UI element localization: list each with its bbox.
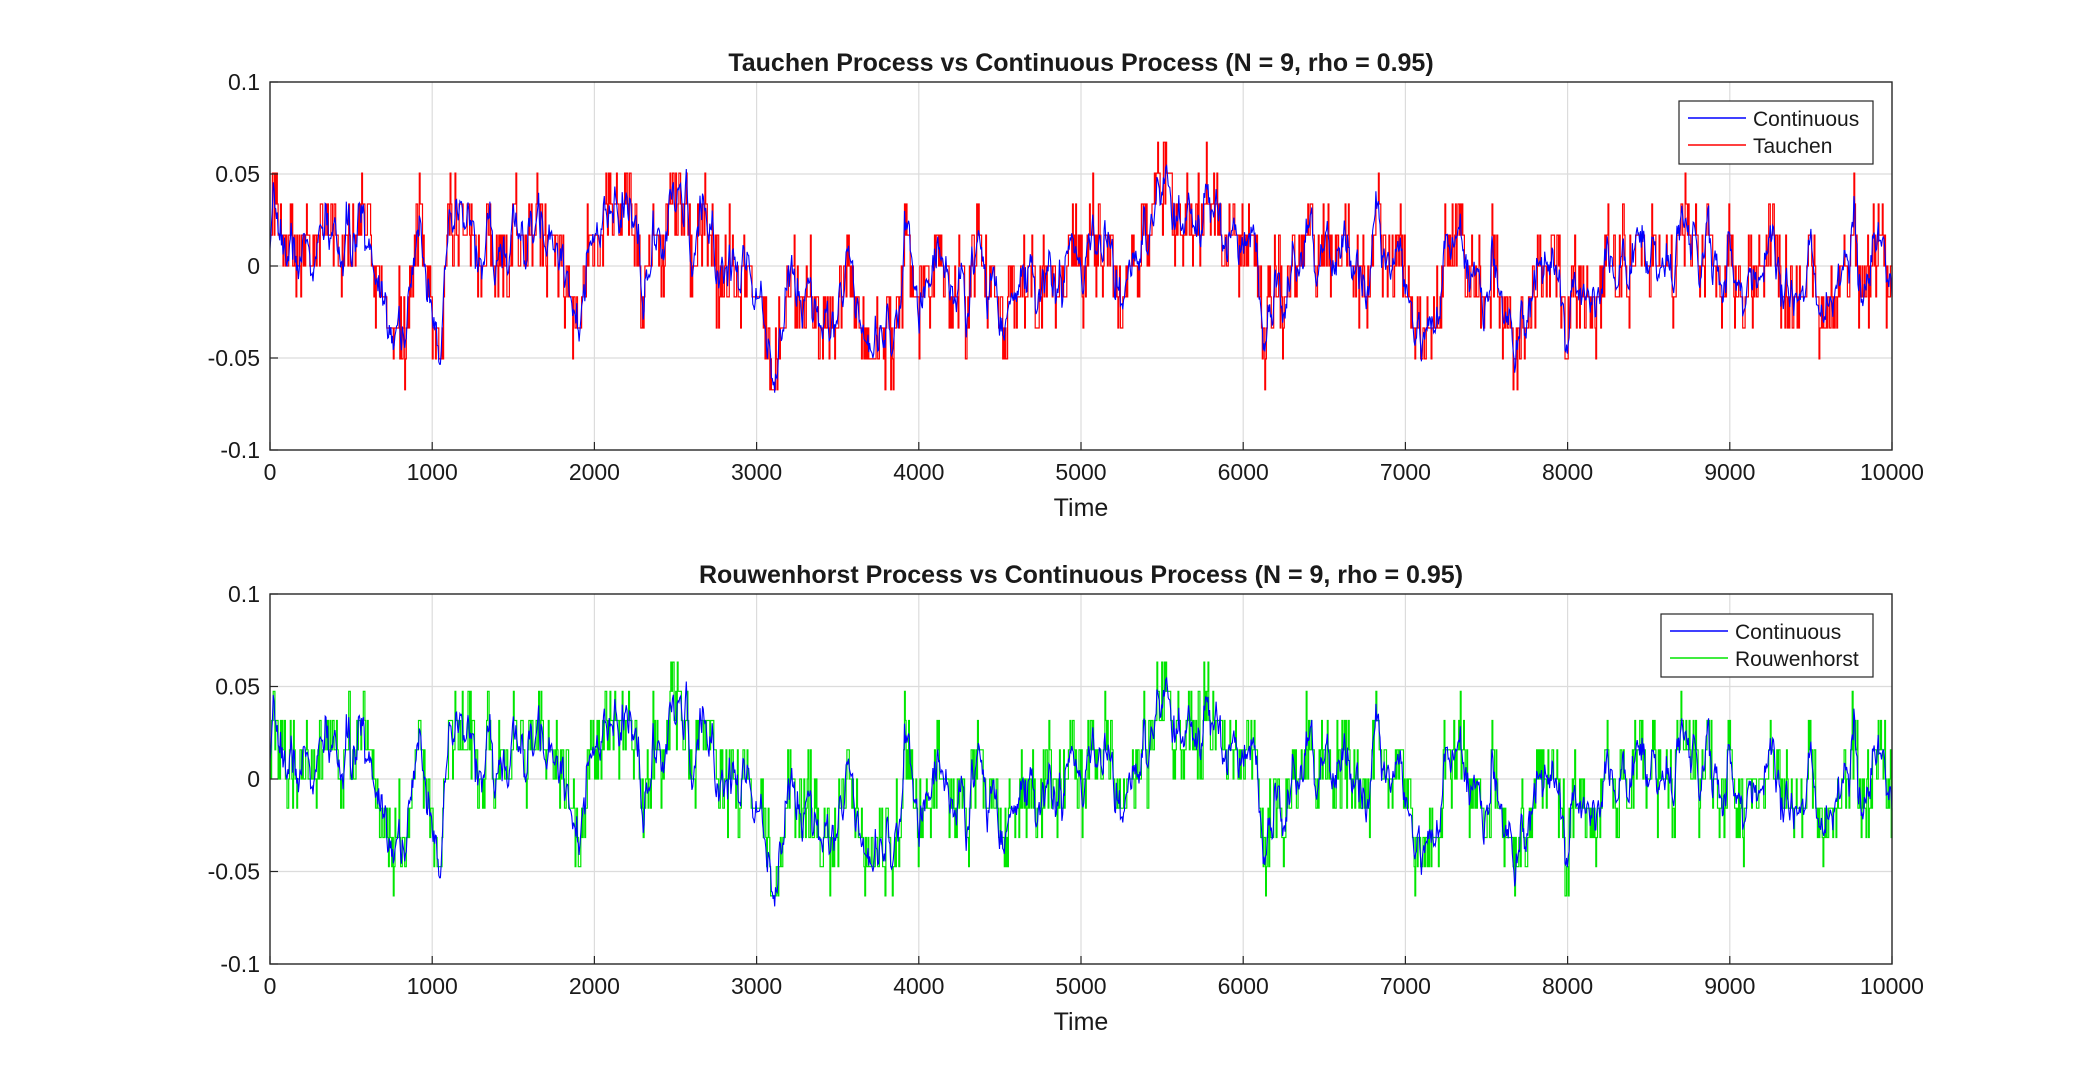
series-continuous [269,676,1893,907]
legend-entry-rouwenhorst: Rouwenhorst [1735,648,1859,671]
series-lines [269,141,1893,393]
x-tick-label: 0 [264,459,277,485]
y-tick-label: 0 [247,766,260,792]
x-tick-label: 5000 [1055,973,1106,999]
series-tauchen [270,141,1893,391]
tauchen-chart: 0 1000 2000 3000 4000 5000 6000 7000 8000 9000 100… [208,49,1924,522]
chart-title: Tauchen Process vs Continuous Process (N… [728,49,1433,77]
x-tick-label: 3000 [731,459,782,485]
tick-labels: 0 1000 2000 3000 4000 5000 6000 7000 8000 9000 100… [208,69,1924,485]
y-tick-label: 0.1 [228,581,260,607]
series-lines [269,661,1893,907]
y-tick-label: -0.05 [208,859,260,885]
y-tick-label: -0.1 [220,951,260,977]
x-tick-label: 10000 [1860,459,1924,485]
x-tick-label: 9000 [1704,459,1755,485]
series-continuous [269,163,1893,393]
x-tick-label: 5000 [1055,459,1106,485]
x-tick-label: 8000 [1542,973,1593,999]
x-axis-label: Time [1054,1008,1109,1036]
y-tick-label: 0.05 [215,674,260,700]
tick-labels: 0 1000 2000 3000 4000 5000 6000 7000 8000 9000 100… [208,581,1924,999]
y-tick-label: 0.05 [215,161,260,187]
x-tick-label: 1000 [407,973,458,999]
legend-box [1660,613,1874,678]
chart-title: Rouwenhorst Process vs Continuous Proces… [699,561,1463,589]
x-tick-label: 6000 [1218,459,1269,485]
rouwenhorst-chart: 0 1000 2000 3000 4000 5000 6000 7000 8000 9000 100… [208,561,1924,1036]
x-tick-label: 7000 [1380,973,1431,999]
legend-box [1678,100,1874,165]
x-tick-label: 4000 [893,973,944,999]
x-tick-label: 9000 [1704,973,1755,999]
legend-entry-tauchen: Tauchen [1753,135,1832,158]
y-tick-label: -0.05 [208,345,260,371]
legend: Continuous Rouwenhorst [1660,613,1874,678]
x-tick-label: 6000 [1218,973,1269,999]
x-tick-label: 3000 [731,973,782,999]
x-tick-label: 10000 [1860,973,1924,999]
x-tick-label: 8000 [1542,459,1593,485]
x-tick-label: 1000 [407,459,458,485]
x-tick-label: 4000 [893,459,944,485]
legend-entry-continuous: Continuous [1735,621,1841,644]
x-tick-label: 0 [264,973,277,999]
x-axis-label: Time [1054,494,1109,522]
y-tick-label: 0.1 [228,69,260,95]
legend: Continuous Tauchen [1678,100,1874,165]
x-tick-label: 7000 [1380,459,1431,485]
y-tick-label: -0.1 [220,437,260,463]
y-tick-label: 0 [247,253,260,279]
x-tick-label: 2000 [569,973,620,999]
x-tick-label: 2000 [569,459,620,485]
legend-entry-continuous: Continuous [1753,108,1859,131]
